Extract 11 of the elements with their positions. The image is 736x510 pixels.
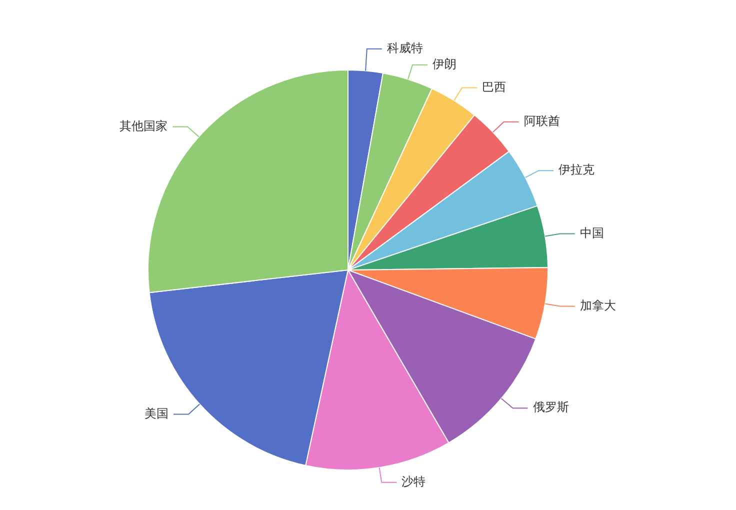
slice-label: 俄罗斯 (532, 400, 569, 414)
slice-label: 科威特 (386, 41, 423, 56)
slice-label: 加拿大 (580, 298, 616, 312)
slice-label: 中国 (580, 226, 604, 240)
slice-label: 沙特 (402, 474, 426, 488)
slice-label: 美国 (144, 406, 169, 420)
slice-label: 巴西 (482, 80, 506, 94)
slice-label: 伊朗 (432, 57, 457, 72)
slice-label: 伊拉克 (558, 162, 595, 177)
slice-label: 阿联酋 (524, 114, 560, 128)
slice-label: 其他国家 (120, 118, 168, 133)
